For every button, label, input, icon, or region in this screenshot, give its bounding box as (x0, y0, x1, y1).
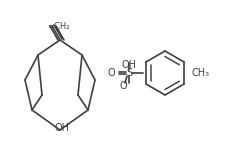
Text: O: O (107, 68, 114, 78)
Text: OH: OH (121, 60, 136, 70)
Text: =CH₂: =CH₂ (46, 22, 69, 31)
Text: CH₃: CH₃ (191, 68, 209, 78)
Text: S: S (126, 68, 132, 78)
Text: OH: OH (54, 123, 69, 133)
Text: O: O (119, 81, 126, 91)
